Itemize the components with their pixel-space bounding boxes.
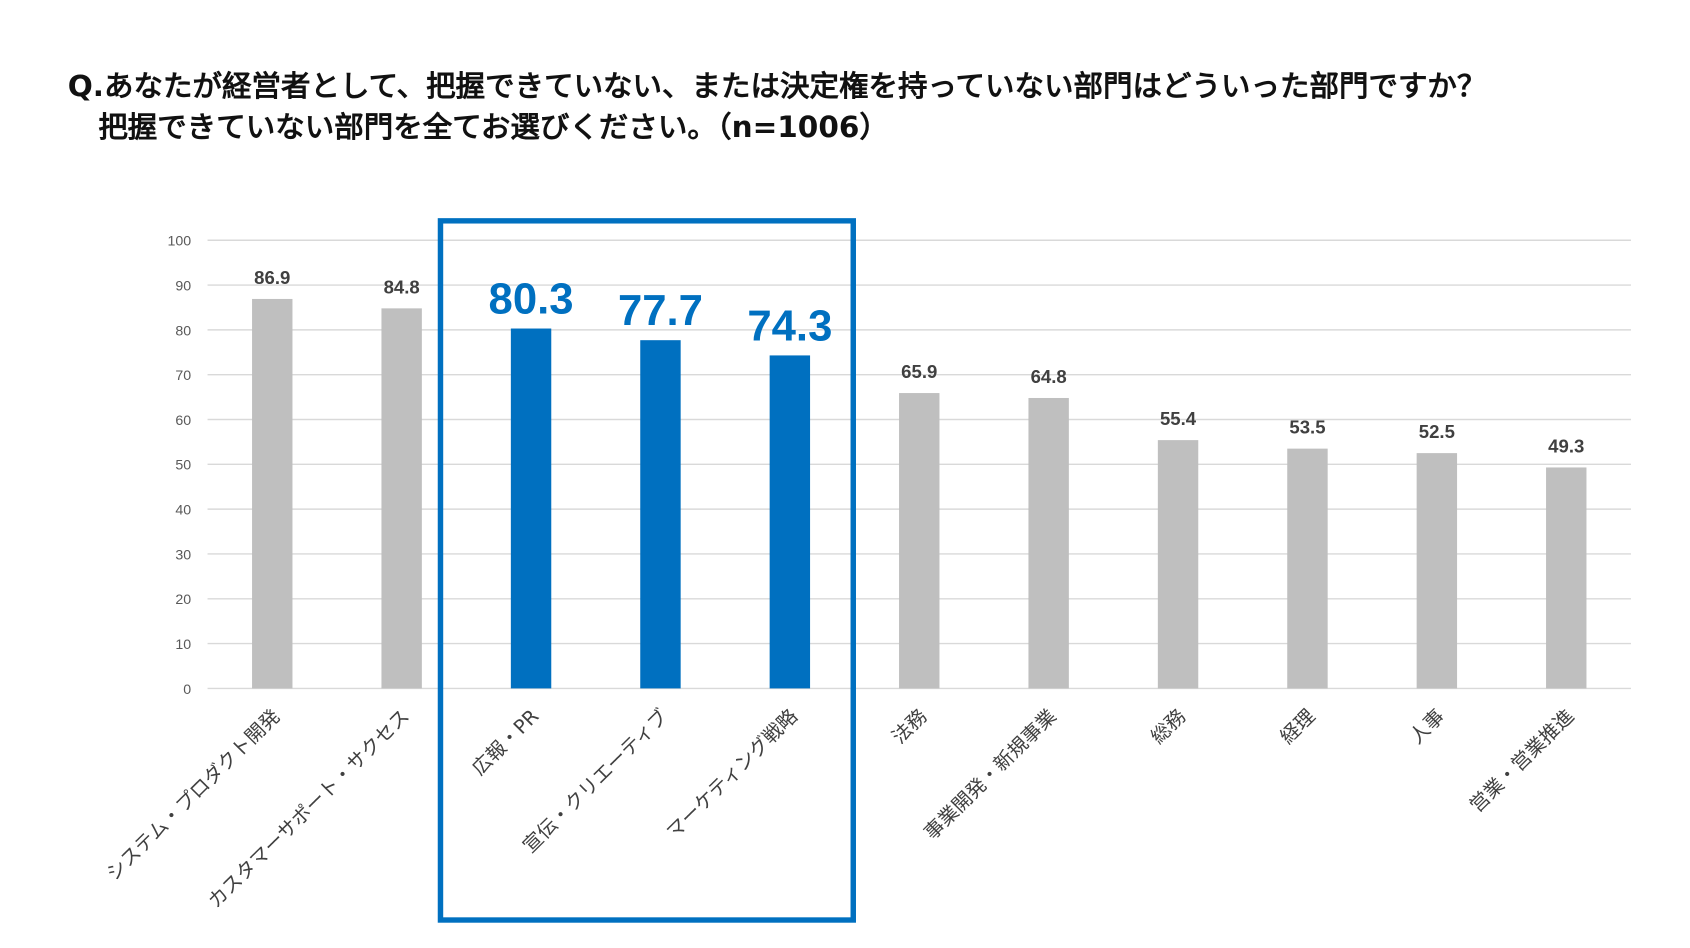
y-tick-label: 70 — [175, 367, 191, 383]
x-tick-label: 総務 — [1146, 705, 1191, 749]
chart-title-line-2: 把握できていない部門を全てお選びください。（n=1006） — [98, 110, 889, 145]
bar — [1416, 453, 1458, 689]
y-tick-label: 30 — [175, 546, 191, 562]
data-label: 77.7 — [618, 287, 703, 335]
data-label: 84.8 — [384, 276, 420, 297]
bar — [1287, 448, 1328, 689]
data-labels: 86.9 84.8 80.3 77.7 74.3 65.9 64.8 55.4 53.5 52.5… — [254, 267, 1584, 456]
bar — [640, 340, 681, 689]
bar — [510, 328, 552, 689]
y-tick-label: 20 — [175, 591, 191, 607]
data-label: 52.5 — [1419, 421, 1455, 442]
data-label: 49.3 — [1548, 435, 1584, 456]
bars — [252, 298, 1587, 689]
x-tick-label: 事業開発・新規事業 — [920, 705, 1061, 844]
bar — [899, 393, 940, 689]
data-label: 80.3 — [489, 276, 574, 324]
x-tick-label: 広報・PR — [467, 705, 543, 780]
data-label: 65.9 — [901, 361, 937, 382]
bar — [1157, 440, 1199, 689]
x-tick-label: 法務 — [887, 705, 932, 749]
data-label: 53.5 — [1289, 417, 1325, 438]
chart-title-line-1: Q.あなたが経営者として、把握できていない、または決定権を持っていない部門はどう… — [67, 70, 1487, 104]
data-label: 55.4 — [1160, 408, 1197, 429]
bar — [1028, 397, 1069, 689]
y-tick-label: 100 — [167, 233, 191, 249]
data-label: 64.8 — [1031, 366, 1067, 387]
bar — [252, 298, 293, 689]
bar — [769, 355, 811, 689]
highlight-box — [437, 218, 856, 923]
data-label: 86.9 — [254, 267, 290, 288]
y-tick-label: 80 — [175, 322, 191, 338]
y-tick-label: 90 — [175, 278, 191, 294]
x-tick-label: マーケティング戦略 — [662, 705, 803, 844]
data-label: 74.3 — [747, 303, 832, 351]
x-tick-label: 宣伝・クリエーティブ — [518, 705, 672, 857]
x-tick-label: 人事 — [1405, 705, 1449, 749]
y-tick-label: 40 — [175, 502, 191, 518]
x-tick-label: カスタマーサポート・サクセス — [203, 705, 414, 913]
x-tick-label: 営業・営業推進 — [1465, 705, 1579, 817]
y-tick-label: 50 — [175, 457, 191, 473]
bar — [381, 308, 422, 689]
y-tick-label: 60 — [175, 412, 191, 428]
y-tick-label: 10 — [175, 636, 191, 652]
y-tick-label: 0 — [183, 681, 191, 697]
x-tick-label: 経理 — [1276, 705, 1320, 749]
y-axis-ticks: 0 10 20 30 40 50 60 70 80 90 100 — [167, 233, 191, 697]
bar — [1546, 467, 1587, 689]
